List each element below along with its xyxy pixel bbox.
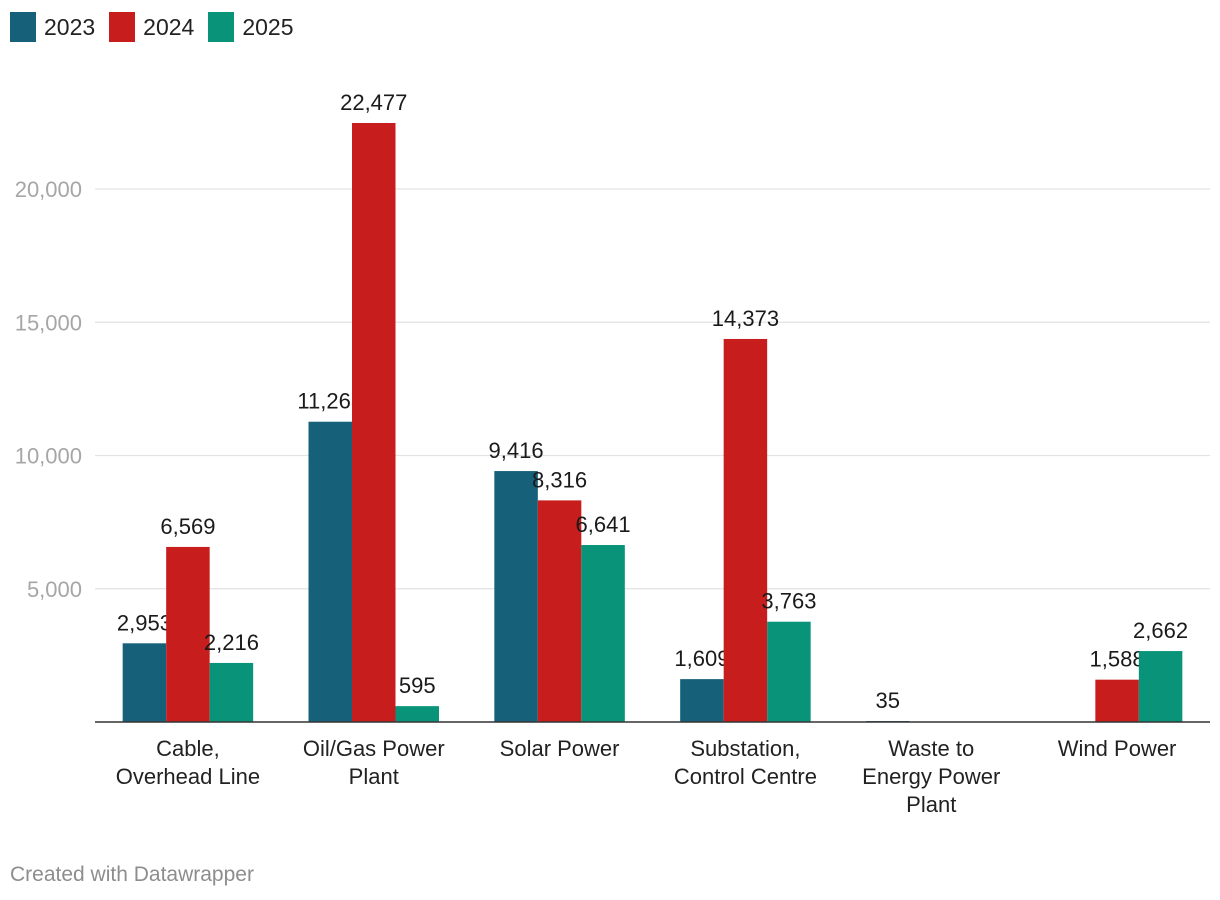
- legend-item-2024: 2024: [109, 12, 194, 42]
- category-label-1-0: Oil/Gas Power: [303, 736, 445, 761]
- category-label-4-2: Plant: [906, 792, 956, 817]
- bar-2023-0: [122, 643, 167, 722]
- bar-2025-3: [767, 621, 811, 722]
- value-label-2025-2: 6,641: [576, 512, 631, 537]
- y-tick-label-20000: 20,000: [15, 177, 82, 202]
- category-label-0-0: Cable,: [156, 736, 220, 761]
- bar-2024-1: [352, 123, 396, 722]
- category-label-4-1: Energy Power: [862, 764, 1000, 789]
- category-label-3-0: Substation,: [690, 736, 800, 761]
- bar-2023-2: [494, 471, 538, 722]
- bar-2023-1: [308, 421, 352, 722]
- value-label-2024-0: 6,569: [160, 514, 215, 539]
- legend-label-2023: 2023: [44, 13, 96, 40]
- category-label-0-1: Overhead Line: [116, 764, 260, 789]
- bar-2023-3: [680, 679, 724, 722]
- value-label-2025-5: 2,662: [1133, 618, 1188, 643]
- bar-2025-0: [209, 662, 254, 722]
- bar-2025-2: [581, 545, 625, 722]
- bar-2024-0: [166, 546, 210, 722]
- legend-item-2025: 2025: [208, 12, 294, 42]
- category-label-3-1: Control Centre: [674, 764, 817, 789]
- bar-2025-1: [395, 706, 439, 722]
- bar-2024-2: [537, 500, 582, 722]
- value-label-2024-3: 14,373: [712, 306, 779, 331]
- value-label-2023-4: 35: [876, 688, 900, 713]
- category-label-4-0: Waste to: [888, 736, 974, 761]
- legend-swatch-2025: [208, 12, 235, 42]
- legend-swatch-2024: [109, 12, 136, 42]
- y-tick-label-10000: 10,000: [15, 444, 82, 469]
- value-label-2024-2: 8,316: [532, 467, 587, 492]
- value-label-2025-0: 2,216: [204, 630, 259, 655]
- value-label-2025-1: 595: [399, 673, 436, 698]
- category-label-2-0: Solar Power: [500, 736, 620, 761]
- legend-label-2024: 2024: [143, 13, 195, 40]
- bar-2025-5: [1138, 651, 1183, 722]
- legend-label-2025: 2025: [242, 13, 294, 40]
- value-label-2023-0: 2,953: [117, 610, 172, 635]
- y-tick-label-15000: 15,000: [15, 310, 82, 335]
- value-label-2023-3: 1,609: [674, 646, 729, 671]
- y-tick-label-5000: 5,000: [27, 577, 82, 602]
- bar-2024-3: [723, 338, 768, 722]
- legend-swatch-2023: [10, 12, 36, 42]
- value-label-2024-1: 22,477: [340, 90, 407, 115]
- legend: 2023 2024 2025: [10, 12, 308, 42]
- legend-item-2023: 2023: [10, 12, 95, 42]
- bar-2024-5: [1095, 679, 1139, 722]
- category-label-5-0: Wind Power: [1058, 736, 1177, 761]
- value-label-2025-3: 3,763: [761, 589, 816, 614]
- value-label-2024-5: 1,588: [1090, 647, 1145, 672]
- value-label-2023-2: 9,416: [489, 438, 544, 463]
- category-label-1-1: Plant: [349, 764, 399, 789]
- credit-text: Created with Datawrapper: [10, 863, 254, 886]
